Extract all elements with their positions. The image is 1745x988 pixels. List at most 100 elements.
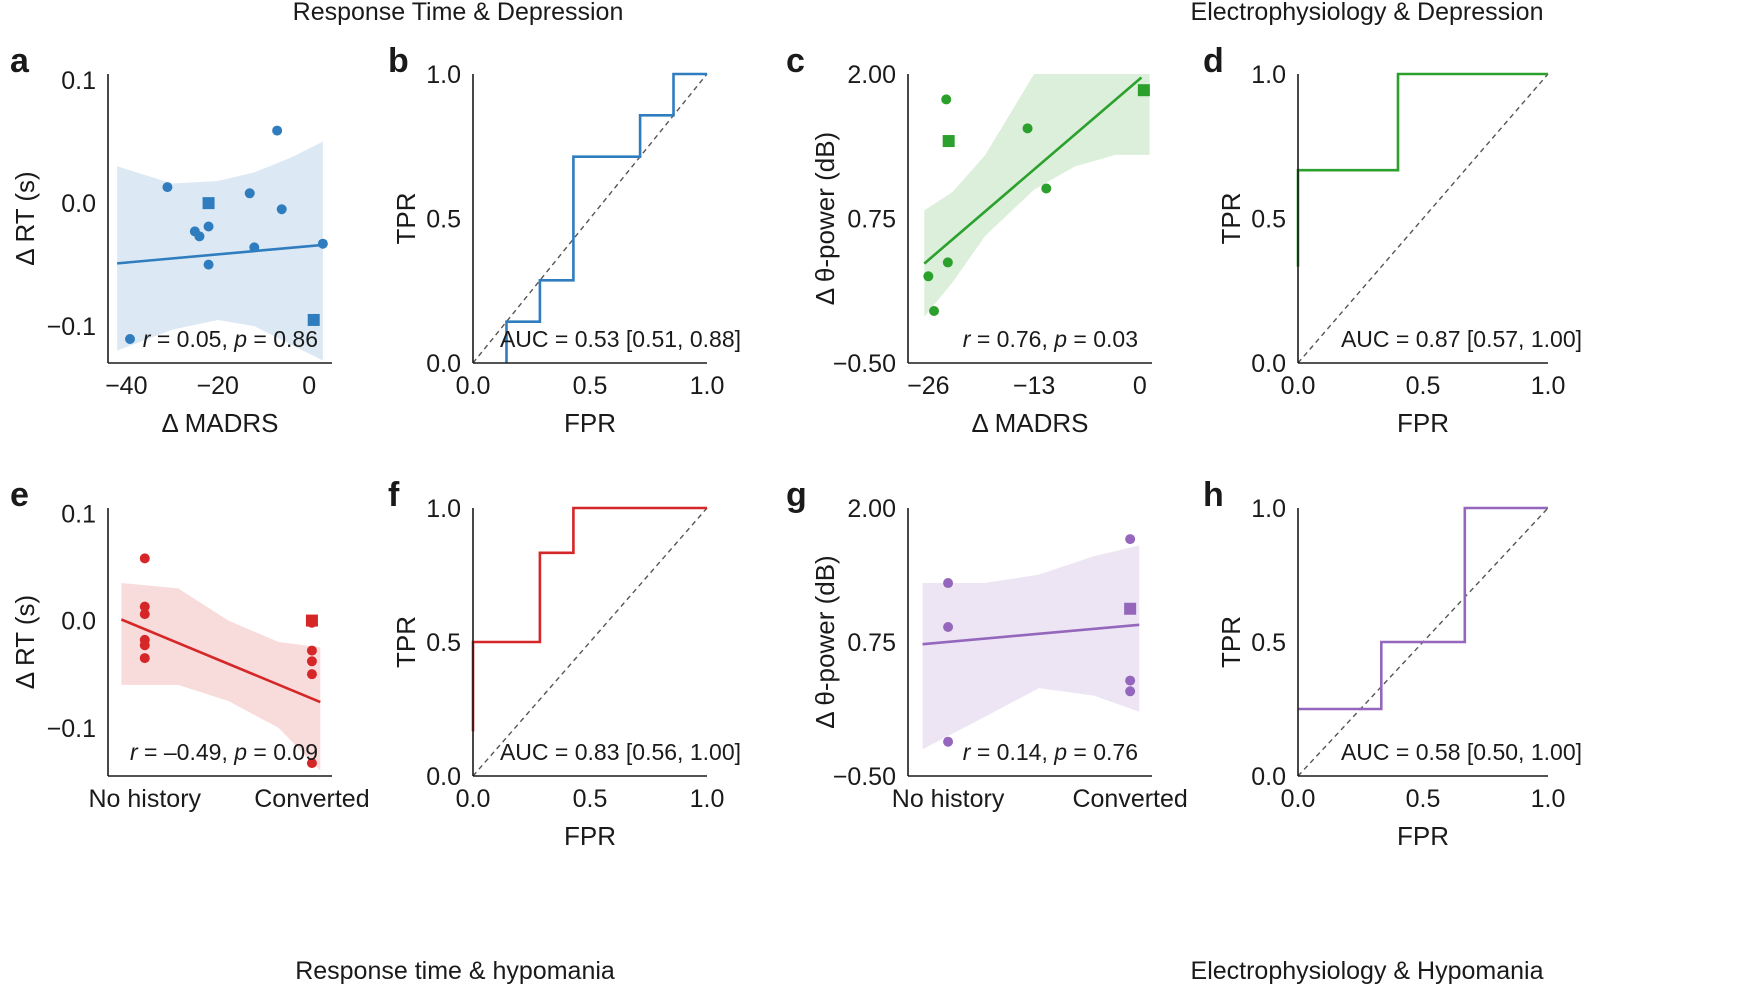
y-tick-label-f: 0.0	[426, 763, 461, 791]
stat-text-a: p	[233, 326, 247, 352]
stat-text-a: =	[150, 326, 176, 352]
y-axis-label-b: TPR	[391, 193, 421, 245]
x-axis-label-f: FPR	[564, 821, 616, 851]
x-tick-label-c: 0	[1133, 372, 1147, 400]
stat-value-c: 0.03	[1093, 326, 1138, 352]
stat-value-e: 0.09	[273, 739, 318, 765]
stats-annotation-e: r = –0.49, p = 0.09	[130, 739, 318, 765]
stat-text-c: r	[963, 326, 972, 352]
stat-text-c: p	[1053, 326, 1067, 352]
confidence-band-e	[121, 583, 321, 771]
data-point-c	[929, 305, 940, 316]
auc-annotation-h: AUC = 0.58 [0.50, 1.00]	[1341, 739, 1582, 765]
auc-value-b: 0.53	[575, 326, 620, 352]
x-tick-label-f: 0.0	[456, 785, 491, 813]
x-tick-label-c: −13	[1013, 372, 1055, 400]
x-tick-label-f: 0.5	[573, 785, 608, 813]
roc-curve-b	[505, 72, 707, 363]
data-square-c	[1137, 84, 1150, 97]
data-point-a	[203, 259, 214, 270]
x-tick-label-e: No history	[89, 785, 202, 813]
stat-text-g: r	[963, 739, 972, 765]
data-square-a	[202, 197, 215, 210]
y-axis-label-g: Δ θ-power (dB)	[810, 555, 840, 728]
auc-prefix-b: AUC =	[500, 326, 575, 352]
data-point-e	[139, 609, 150, 620]
data-square-g	[1124, 602, 1137, 615]
stat-value-c: 0.76	[997, 326, 1042, 352]
data-square-e	[305, 614, 318, 627]
chance-line-d	[1297, 73, 1549, 364]
auc-prefix-d: AUC =	[1341, 326, 1416, 352]
stats-annotation-c: r = 0.76, p = 0.03	[963, 326, 1138, 352]
data-square-a	[307, 313, 320, 326]
y-tick-label-c: −0.50	[833, 350, 896, 378]
y-tick-label-g: 0.75	[847, 629, 896, 657]
y-tick-label-c: 2.00	[847, 61, 896, 89]
y-tick-label-f: 1.0	[426, 495, 461, 523]
stats-annotation-a: r = 0.05, p = 0.86	[143, 326, 318, 352]
x-tick-label-b: 0.0	[456, 372, 491, 400]
data-point-e	[306, 656, 317, 667]
roc-curve-d	[1296, 72, 1548, 267]
panel-h: h 0.0 0.5 1.0 0.0 0.5 1.0 FPR TPR AUC = 0.58 [0.5…	[1203, 476, 1582, 851]
x-tick-label-d: 0.0	[1281, 372, 1316, 400]
data-point-g	[943, 621, 954, 632]
stat-text-e: ,	[221, 739, 234, 765]
x-axis-label-d: FPR	[1397, 408, 1449, 438]
y-tick-label-h: 0.0	[1251, 763, 1286, 791]
x-tick-label-c: −26	[907, 372, 949, 400]
roc-curve-f	[471, 506, 707, 732]
y-tick-label-a: 0.1	[61, 67, 96, 95]
y-axis-label-d: TPR	[1216, 193, 1246, 245]
x-axis-label-h: FPR	[1397, 821, 1449, 851]
stat-value-g: 0.76	[1093, 739, 1138, 765]
y-tick-label-h: 0.5	[1251, 629, 1286, 657]
x-tick-label-a: −20	[197, 372, 239, 400]
stat-text-c: =	[1067, 326, 1093, 352]
panel-c: c 2.00 0.75 −0.50 −26 −13 0 Δ MADRS Δ θ-power (d…	[786, 42, 1152, 438]
stat-text-g: p	[1053, 739, 1067, 765]
panel-label-e: e	[10, 476, 29, 514]
y-tick-label-a: −0.1	[47, 313, 96, 341]
y-axis-label-c: Δ θ-power (dB)	[810, 132, 840, 305]
stat-text-g: =	[970, 739, 996, 765]
stat-text-e: =	[138, 739, 164, 765]
confidence-band-g	[922, 545, 1140, 750]
data-point-c	[1041, 183, 1052, 194]
data-point-e	[139, 640, 150, 651]
data-point-g	[1125, 534, 1136, 545]
x-tick-label-h: 0.5	[1406, 785, 1441, 813]
auc-value-f: 0.83	[575, 739, 620, 765]
auc-ci-f: [0.56, 1.00]	[626, 739, 741, 765]
fit-line-g	[922, 623, 1140, 646]
x-tick-label-g: Converted	[1072, 785, 1187, 813]
panel-label-g: g	[786, 476, 807, 514]
y-axis-label-a: Δ RT (s)	[10, 171, 40, 265]
y-tick-label-a: 0.0	[61, 190, 96, 218]
x-tick-label-a: −40	[105, 372, 147, 400]
x-tick-label-h: 0.0	[1281, 785, 1316, 813]
auc-ci-d: [0.57, 1.00]	[1467, 326, 1582, 352]
y-tick-label-d: 0.0	[1251, 350, 1286, 378]
auc-value-h: 0.58	[1416, 739, 1461, 765]
x-tick-label-g: No history	[892, 785, 1005, 813]
data-point-a	[162, 182, 173, 193]
auc-annotation-d: AUC = 0.87 [0.57, 1.00]	[1341, 326, 1582, 352]
data-point-e	[139, 653, 150, 664]
y-tick-label-e: 0.0	[61, 608, 96, 636]
data-point-e	[306, 645, 317, 656]
y-tick-label-b: 0.0	[426, 350, 461, 378]
x-tick-label-a: 0	[302, 372, 316, 400]
data-point-a	[272, 125, 283, 136]
panel-label-d: d	[1203, 42, 1224, 80]
chance-line-b	[472, 73, 708, 364]
y-tick-label-c: 0.75	[847, 206, 896, 234]
legend-marker-a	[125, 334, 135, 344]
auc-annotation-f: AUC = 0.83 [0.56, 1.00]	[500, 739, 741, 765]
auc-ci-h: [0.50, 1.00]	[1467, 739, 1582, 765]
y-tick-label-b: 0.5	[426, 206, 461, 234]
panel-label-f: f	[388, 476, 400, 514]
data-square-c	[942, 135, 955, 148]
